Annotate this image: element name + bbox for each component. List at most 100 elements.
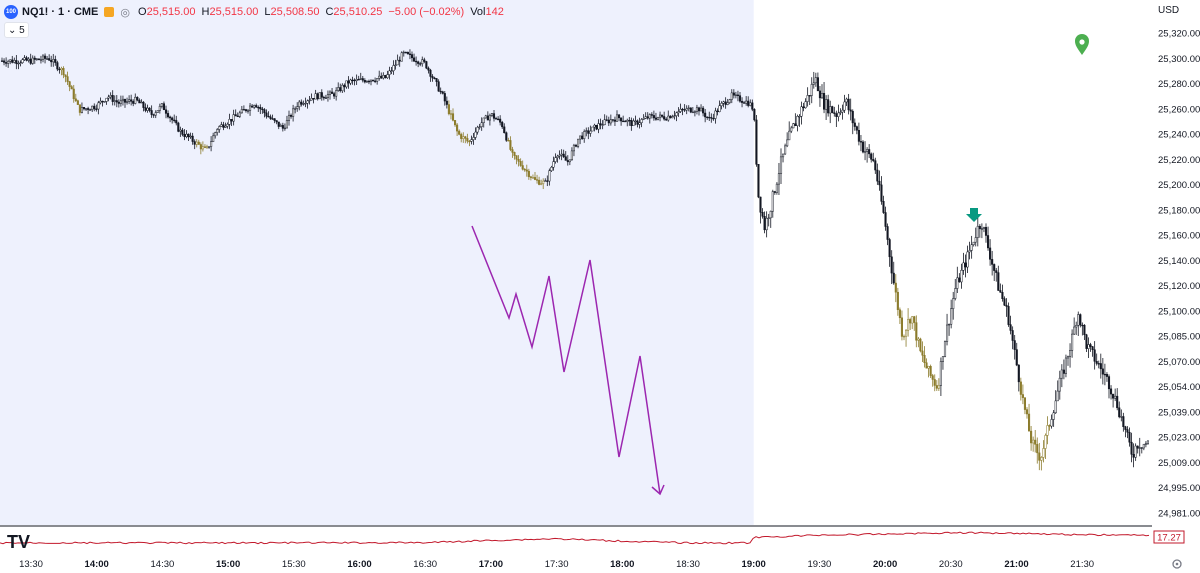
candle-body: [615, 114, 619, 122]
candle-body: [228, 119, 231, 125]
candle-body: [952, 298, 955, 309]
candle-body: [495, 118, 498, 120]
candle-body: [1050, 419, 1053, 427]
candle-body: [417, 61, 420, 64]
candle-body: [562, 153, 565, 157]
candle-body: [517, 158, 520, 162]
candle-body: [316, 93, 319, 100]
candle-body: [162, 103, 165, 111]
candle-body: [343, 84, 346, 88]
candle-body: [1124, 426, 1127, 430]
candle-body: [646, 116, 649, 119]
price-axis[interactable]: 25,320.00 25,300.00 25,280.00 25,260.00 25,2…: [1158, 29, 1200, 520]
candle-body: [128, 99, 131, 102]
candle-body: [314, 93, 317, 100]
candle-body: [595, 124, 598, 130]
candle-body: [27, 58, 30, 61]
candle-body: [48, 58, 51, 61]
candle-body: [1032, 439, 1035, 444]
candle-body: [322, 96, 325, 99]
candle-body: [558, 154, 561, 157]
y-tick-label: 25,085.00: [1158, 332, 1200, 343]
candle-body: [823, 93, 826, 110]
x-tick-label: 15:00: [216, 559, 240, 570]
candle-body: [1120, 416, 1123, 418]
candle-body: [1046, 425, 1049, 436]
down-arrow-icon[interactable]: [966, 208, 982, 222]
time-axis[interactable]: 13:30 14:00 14:30 15:00 15:30 16:00 16:30 17:00…: [19, 559, 1094, 570]
candle-body: [554, 157, 557, 162]
candle-body: [1025, 409, 1029, 415]
candle-body: [470, 139, 473, 142]
candle-body: [993, 264, 996, 271]
candle-body: [484, 115, 487, 119]
candle-body: [1146, 440, 1150, 444]
candle-body: [35, 58, 38, 60]
candle-body: [853, 122, 856, 127]
candle-body: [113, 100, 116, 102]
x-tick-label: 17:30: [545, 559, 569, 570]
candle-body: [818, 90, 822, 99]
indicator-value-text: 17.27: [1157, 533, 1181, 544]
zigzag-drawing[interactable]: [471, 225, 665, 496]
candle-body: [304, 102, 307, 105]
candle-body: [66, 76, 69, 82]
candle-body: [355, 79, 358, 81]
candle-body: [900, 317, 904, 337]
candle-body: [548, 170, 551, 182]
legend-collapse-toggle[interactable]: ⌄ 5: [4, 22, 29, 38]
candle-body: [683, 109, 686, 111]
candle-body: [544, 180, 547, 182]
candle-body: [7, 61, 10, 64]
candle-body: [1023, 397, 1027, 410]
candle-body: [749, 102, 752, 106]
candle-body: [193, 141, 196, 145]
candle-body: [722, 101, 725, 104]
candle-body: [164, 109, 168, 114]
candle-body: [1007, 306, 1010, 325]
candle-body: [581, 135, 584, 139]
candle-body: [599, 123, 602, 126]
candle-body: [585, 130, 588, 132]
candle-body: [564, 156, 567, 161]
candle-body: [425, 61, 428, 69]
candle-body: [652, 115, 655, 119]
delayed-data-icon[interactable]: [104, 7, 115, 17]
candle-body: [894, 282, 897, 293]
candle-body: [771, 191, 774, 212]
candle-body: [208, 146, 211, 148]
tradingview-logo[interactable]: TV: [7, 532, 30, 552]
candle-body: [3, 60, 6, 63]
candle-body: [1116, 395, 1119, 409]
currency-label[interactable]: USD: [1158, 5, 1180, 16]
candle-body: [123, 98, 127, 103]
candle-body: [972, 241, 975, 245]
candle-body: [1071, 333, 1074, 351]
zigzag-path[interactable]: [471, 225, 661, 495]
candle-body: [44, 55, 47, 59]
low-label: L: [264, 6, 271, 18]
candle-body: [603, 119, 606, 125]
candle-body: [1122, 416, 1125, 427]
candle-body: [306, 100, 309, 104]
candle-body: [33, 57, 36, 60]
y-tick-label: 25,070.00: [1158, 357, 1200, 368]
candle-body: [1075, 325, 1078, 328]
candle-body: [572, 144, 576, 152]
candle-body: [915, 322, 918, 341]
symbol-title[interactable]: NQ1! · 1 · CME: [22, 6, 99, 18]
candle-body: [111, 95, 114, 102]
settings-gear-icon[interactable]: [1172, 559, 1182, 569]
x-tick-label: 21:00: [1004, 559, 1028, 570]
candle-body: [31, 57, 34, 64]
candle-body: [58, 68, 61, 71]
candle-body: [519, 161, 522, 166]
eye-icon[interactable]: ◎: [120, 6, 131, 19]
candle-body: [214, 132, 217, 137]
candle-body: [523, 168, 526, 171]
candle-body: [927, 365, 930, 369]
candle-body: [294, 108, 297, 110]
candle-body: [886, 226, 889, 240]
candle-body: [488, 115, 491, 121]
